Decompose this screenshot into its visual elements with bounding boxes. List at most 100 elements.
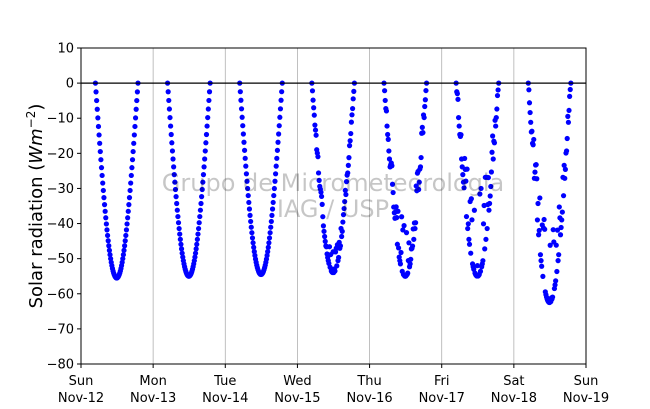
data-point: [169, 140, 175, 146]
data-point: [334, 263, 340, 269]
data-point: [125, 215, 131, 221]
data-point: [251, 244, 257, 250]
data-point: [98, 157, 104, 163]
data-point: [460, 172, 466, 178]
data-point: [200, 172, 207, 178]
data-point: [267, 230, 273, 236]
data-point: [464, 166, 470, 172]
data-point: [177, 231, 183, 237]
data-point: [469, 217, 475, 223]
data-point: [489, 149, 495, 155]
data-point: [533, 162, 539, 168]
data-point: [166, 106, 172, 112]
data-point: [480, 258, 486, 264]
data-point: [249, 235, 256, 241]
data-point: [272, 171, 279, 177]
data-point: [311, 105, 317, 111]
data-point: [237, 89, 243, 95]
data-point: [477, 191, 483, 197]
data-point: [348, 119, 354, 125]
data-point: [320, 214, 326, 220]
data-point: [247, 212, 253, 218]
data-point: [265, 249, 271, 255]
data-point: [197, 207, 204, 213]
data-point: [196, 220, 202, 226]
data-point: [100, 187, 106, 194]
data-point: [423, 87, 429, 94]
data-point: [268, 218, 274, 225]
data-point: [97, 148, 103, 155]
data-point: [125, 208, 131, 214]
data-point: [455, 114, 462, 121]
data-point: [129, 165, 135, 171]
data-point: [351, 88, 357, 94]
y-tick-label: −70: [47, 322, 74, 337]
data-point: [382, 88, 388, 94]
data-point: [100, 180, 106, 186]
data-point: [246, 199, 252, 206]
data-point: [104, 232, 111, 239]
x-tick-label-date: Nov-17: [419, 391, 465, 406]
data-point: [318, 189, 324, 195]
data-point: [542, 226, 548, 232]
data-point: [563, 148, 570, 154]
data-point: [562, 175, 568, 181]
data-point: [265, 244, 271, 250]
data-point: [486, 207, 492, 213]
data-point: [242, 155, 248, 161]
data-point: [271, 185, 277, 192]
data-point: [278, 97, 284, 103]
data-point: [276, 123, 282, 129]
data-point: [398, 249, 404, 256]
data-point: [199, 194, 205, 200]
data-point: [318, 193, 325, 200]
data-point: [565, 113, 571, 119]
data-point: [382, 97, 388, 104]
data-point: [493, 123, 499, 129]
data-point: [466, 241, 473, 247]
data-point: [94, 97, 100, 104]
data-point: [420, 130, 426, 136]
data-point: [468, 196, 474, 202]
data-point: [243, 163, 249, 169]
data-point: [279, 89, 285, 95]
data-point: [386, 148, 392, 154]
data-point: [454, 91, 460, 97]
data-point: [243, 171, 250, 177]
data-point: [540, 273, 546, 279]
data-point: [94, 106, 100, 112]
data-point: [417, 164, 424, 170]
data-point: [332, 268, 338, 274]
data-point: [250, 240, 256, 246]
data-point: [385, 131, 391, 138]
data-point: [483, 236, 489, 242]
x-tick-label-day: Sat: [503, 374, 524, 389]
data-point: [120, 252, 126, 258]
data-point: [174, 200, 180, 207]
data-point: [416, 179, 422, 185]
data-point: [131, 132, 137, 138]
data-point: [239, 114, 245, 120]
data-point: [422, 103, 428, 110]
data-point: [193, 246, 199, 252]
data-point: [245, 185, 251, 192]
data-point: [485, 174, 491, 181]
data-point: [175, 213, 181, 220]
x-grid-lines: [152, 48, 515, 364]
data-point: [203, 140, 209, 146]
data-point: [531, 136, 537, 143]
data-point: [422, 97, 428, 103]
plot-frame: [80, 47, 587, 365]
data-point: [471, 207, 477, 213]
data-point: [482, 246, 488, 252]
data-point: [480, 221, 487, 227]
data-point: [401, 223, 407, 229]
data-point: [169, 148, 176, 154]
data-point: [399, 214, 405, 220]
data-point: [106, 243, 112, 249]
data-point: [495, 87, 501, 93]
data-point: [104, 227, 110, 233]
data-point: [107, 252, 113, 258]
x-axis-ticks: Sun Nov-12 Mon Nov-13 Tue Nov-14 Wed Nov-15 Thu N…: [58, 364, 609, 406]
data-point: [465, 225, 471, 232]
